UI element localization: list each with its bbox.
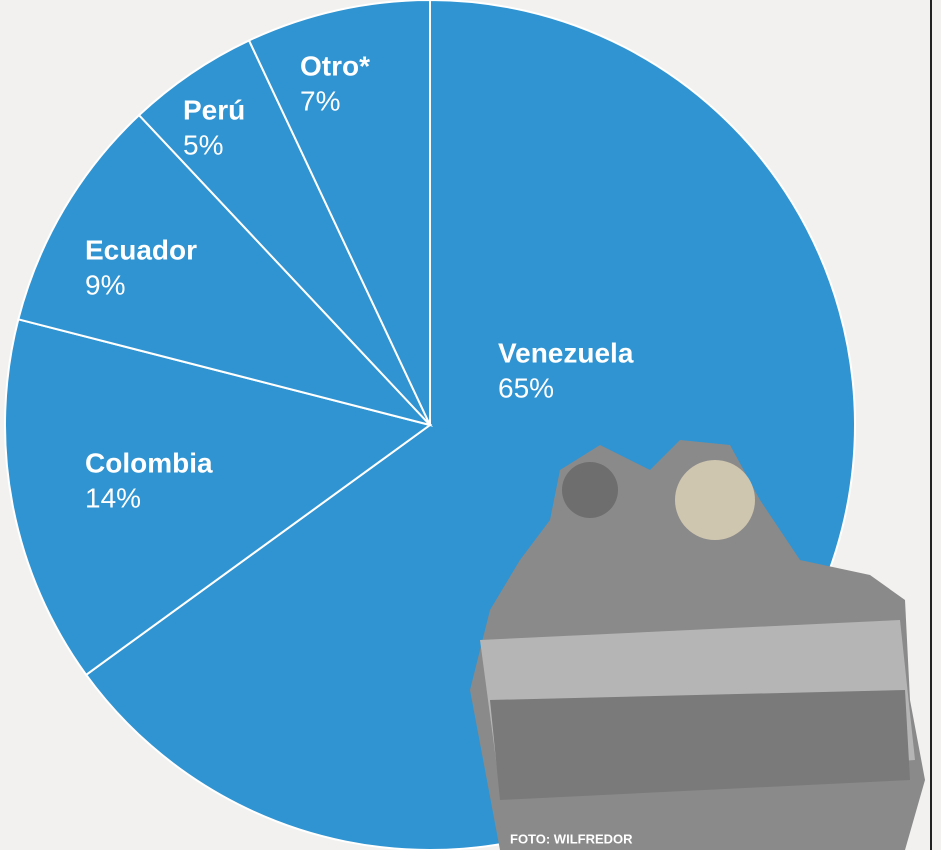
value-label: 14% [85,482,141,513]
slice-label: Perú [183,94,245,125]
value-label: 7% [300,85,340,116]
slice-label: Venezuela [498,337,634,368]
value-label: 65% [498,372,554,403]
pie-slice [4,318,433,677]
labels: Venezuela 65% Colombia 14% Ecuador 9% Perú 5% Ot… [85,50,634,513]
photo-credit: FOTO: WILFREDOR [510,831,633,846]
slice-label: Colombia [85,447,213,478]
pie-slice [17,113,434,427]
photo [470,440,925,850]
slice-label: Ecuador [85,234,197,265]
value-label: 9% [85,269,125,300]
value-label: 5% [183,129,223,160]
slice-label: Otro* [300,50,370,81]
pie-slice [247,0,431,426]
